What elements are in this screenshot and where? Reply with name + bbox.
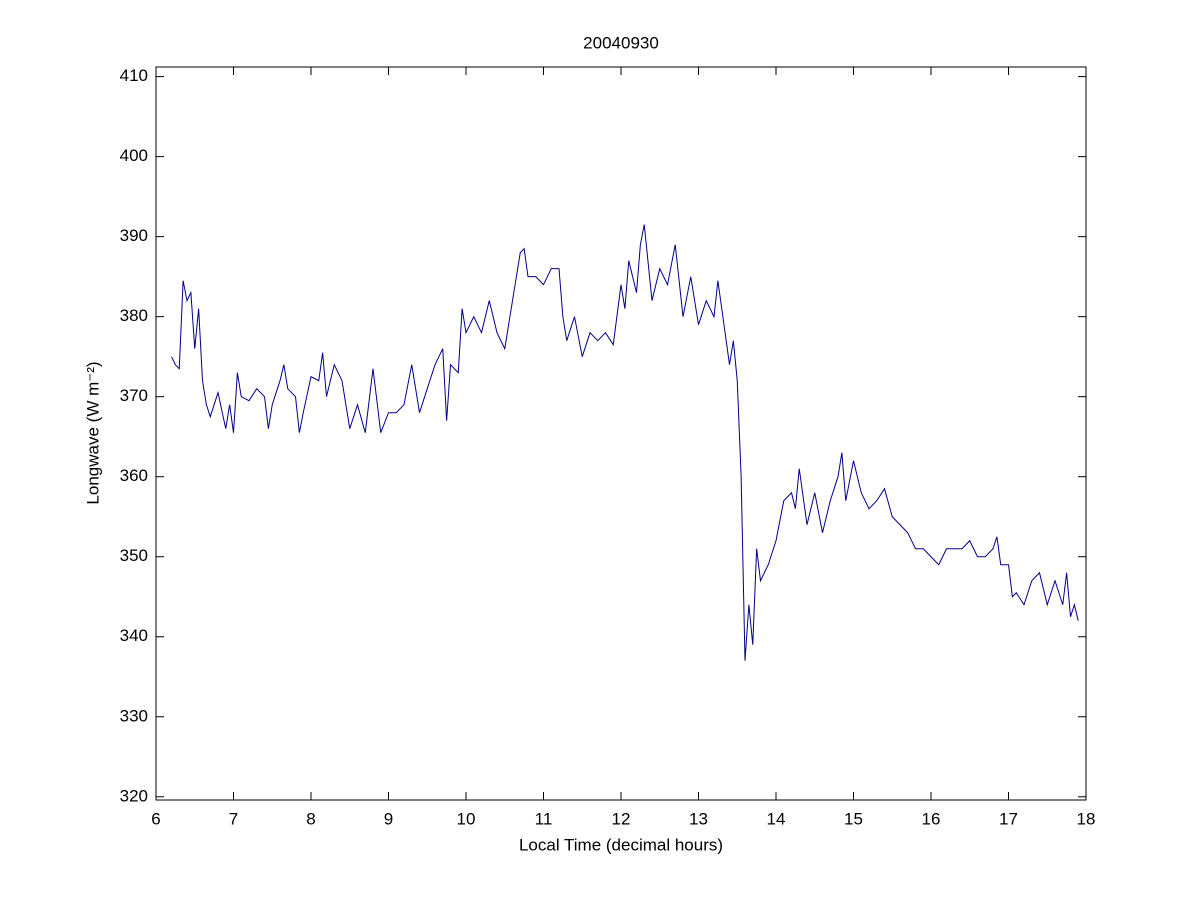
y-tick-label: 330 <box>120 706 148 725</box>
x-axis-label: Local Time (decimal hours) <box>519 835 723 854</box>
x-tick-label: 13 <box>689 809 708 828</box>
chart-title: 20040930 <box>583 33 659 52</box>
x-tick-label: 11 <box>535 809 553 828</box>
axes-frame <box>155 66 1087 801</box>
y-tick-label: 350 <box>120 546 148 565</box>
y-axis-label: Longwave (W m⁻²) <box>83 361 102 504</box>
x-tick-label: 9 <box>384 809 393 828</box>
y-tick-label: 370 <box>120 386 148 405</box>
x-tick-label: 12 <box>612 809 631 828</box>
x-tick-label: 10 <box>457 809 476 828</box>
x-tick-label: 15 <box>844 809 863 828</box>
y-tick-label: 320 <box>120 786 148 805</box>
x-tick-label: 7 <box>229 809 238 828</box>
y-tick-label: 340 <box>120 626 148 645</box>
x-tick-label: 16 <box>922 809 941 828</box>
x-tick-label: 8 <box>306 809 315 828</box>
x-tick-label: 6 <box>151 809 160 828</box>
y-tick-label: 390 <box>120 226 148 245</box>
y-tick-label: 410 <box>120 66 148 85</box>
y-tick-label: 360 <box>120 466 148 485</box>
x-tick-label: 17 <box>999 809 1018 828</box>
y-tick-label: 400 <box>120 146 148 165</box>
y-tick-label: 380 <box>120 306 148 325</box>
x-tick-label: 14 <box>767 809 786 828</box>
data-line <box>171 224 1079 661</box>
x-tick-label: 18 <box>1077 809 1096 828</box>
